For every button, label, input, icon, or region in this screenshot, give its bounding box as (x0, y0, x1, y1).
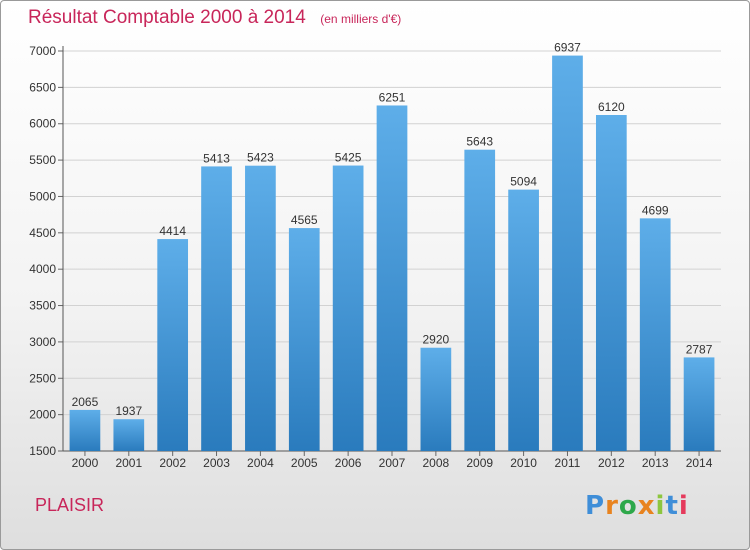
data-label: 4699 (642, 203, 669, 217)
logo-letter: t (665, 491, 679, 521)
x-tick-label: 2013 (642, 456, 669, 470)
y-tick-label: 2000 (29, 408, 56, 422)
y-tick-label: 3000 (29, 335, 56, 349)
y-tick-label: 3500 (29, 299, 56, 313)
data-label: 6120 (598, 100, 625, 114)
chart-unit: (en milliers d'€) (320, 12, 402, 26)
y-tick-label: 5000 (29, 189, 56, 203)
logo-letter: r (605, 491, 619, 521)
labels: 1500 2000 2500 3000 3500 4000 4500 5000 5500 6000… (29, 41, 712, 470)
logo-letter: o (618, 491, 638, 521)
bar (639, 218, 671, 451)
data-label: 5094 (510, 175, 537, 189)
logo-letter: i (678, 491, 689, 521)
bar (332, 165, 364, 451)
bars (69, 55, 715, 452)
x-tick-label: 2001 (115, 456, 142, 470)
x-tick-label: 2006 (335, 456, 362, 470)
data-label: 5643 (466, 135, 493, 149)
bar (552, 55, 583, 451)
bar (245, 165, 276, 451)
chart-title: Résultat Comptable 2000 à 2014 (28, 7, 306, 28)
commune-name: PLAISIR (35, 495, 105, 515)
y-tick-label: 6000 (29, 117, 56, 131)
data-label: 2787 (686, 342, 713, 356)
x-tick-label: 2008 (423, 456, 450, 470)
proxiti-logo[interactable]: Proxiti (585, 491, 689, 521)
x-tick-label: 2010 (510, 456, 537, 470)
x-tick-label: 2003 (203, 456, 230, 470)
bar (288, 228, 320, 451)
x-tick-label: 2005 (291, 456, 318, 470)
bar (508, 189, 539, 452)
data-label: 6251 (379, 90, 406, 104)
y-tick-label: 4000 (29, 262, 56, 276)
data-label: 4565 (291, 213, 318, 227)
bar (683, 357, 715, 451)
y-tick-label: 1500 (29, 444, 56, 458)
x-tick-label: 2009 (466, 456, 493, 470)
x-tick-label: 2000 (72, 456, 99, 470)
x-tick-label: 2014 (686, 456, 713, 470)
bar (113, 419, 145, 451)
x-tick-label: 2011 (555, 456, 581, 470)
bar (595, 115, 627, 451)
x-tick-label: 2012 (598, 456, 625, 470)
data-label: 5413 (203, 151, 230, 165)
x-tick-label: 2002 (159, 456, 186, 470)
logo-letter: x (637, 491, 656, 521)
x-tick-label: 2007 (379, 456, 406, 470)
logo-letter: i (655, 491, 666, 521)
data-label: 6937 (554, 41, 581, 55)
bar (69, 409, 101, 451)
logo-letter: P (585, 491, 606, 521)
bar (157, 239, 189, 451)
y-tick-label: 5500 (29, 153, 56, 167)
bar (420, 347, 452, 451)
y-tick-label: 7000 (29, 44, 56, 58)
title-row: Résultat Comptable 2000 à 2014 (en milli… (28, 7, 401, 29)
data-label: 2065 (72, 395, 99, 409)
y-tick-label: 2500 (29, 371, 56, 385)
data-label: 5425 (335, 151, 362, 165)
data-label: 1937 (115, 404, 142, 418)
bar (201, 166, 232, 451)
bar (376, 105, 408, 452)
y-tick-label: 6500 (29, 80, 56, 94)
x-tick-label: 2004 (247, 456, 274, 470)
data-label: 2920 (423, 333, 450, 347)
y-tick-label: 4500 (29, 226, 56, 240)
data-label: 5423 (247, 151, 274, 165)
data-label: 4414 (159, 224, 186, 238)
bar (464, 149, 496, 451)
